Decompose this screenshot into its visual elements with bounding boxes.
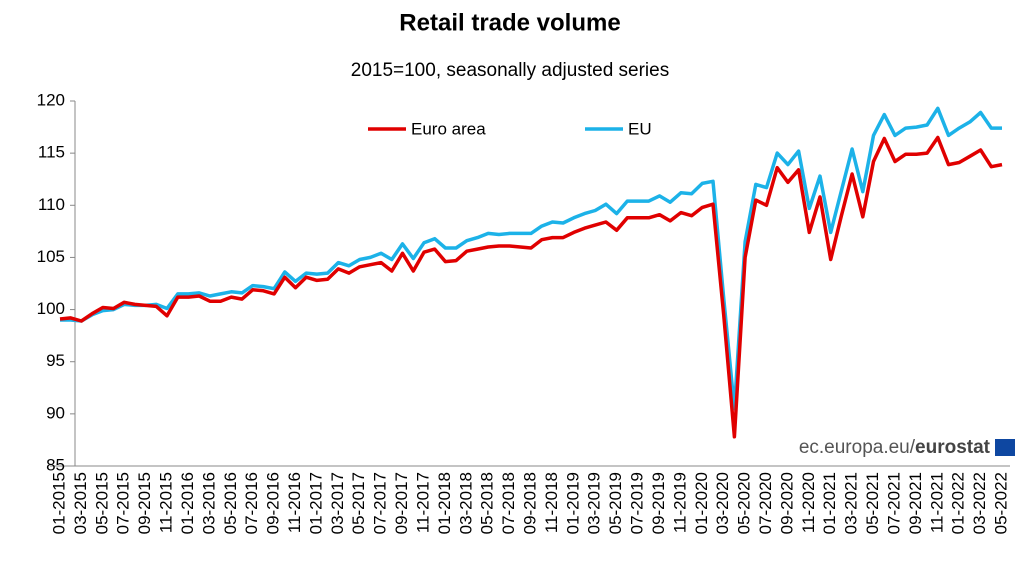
source: ec.europa.eu/ [799,437,916,458]
x-tick-label: 03-2019 [585,472,604,534]
y-tick-label: 100 [37,299,65,318]
x-tick-label: 05-2017 [349,472,368,534]
x-tick-label: 01-2018 [435,472,454,534]
x-tick-label: 07-2021 [884,472,903,534]
x-tick-label: 09-2016 [264,472,283,534]
y-tick-label: 85 [46,455,65,474]
y-tick-label: 115 [38,143,65,162]
x-tick-label: 11-2017 [413,472,432,533]
y-tick-label: 90 [46,403,65,422]
x-tick-label: 05-2018 [478,472,497,534]
x-tick-label: 07-2018 [499,472,518,534]
x-tick-label: 05-2015 [92,472,111,534]
x-tick-label: 11-2020 [799,472,818,533]
series-line [59,135,1003,439]
x-tick-label: 11-2016 [285,472,304,533]
x-tick-label: 05-2021 [863,472,882,534]
y-tick-label: 95 [46,351,65,370]
x-tick-label: 09-2020 [777,472,796,534]
x-tick-label: 03-2022 [970,472,989,534]
x-tick-label: 07-2015 [114,472,133,534]
x-tick-label: 03-2020 [713,472,732,534]
x-tick-label: 03-2021 [842,472,861,534]
x-tick-label: 11-2015 [157,472,176,533]
x-tick-label: 03-2016 [199,472,218,534]
x-tick-label: 09-2017 [392,472,411,534]
x-tick-label: 07-2016 [242,472,261,534]
series-line [60,106,1002,411]
legend-label: EU [628,119,652,138]
x-tick-label: 01-2015 [49,472,68,534]
x-tick-label: 03-2018 [456,472,475,534]
x-tick-label: 01-2022 [949,472,968,534]
x-tick-label: 05-2020 [735,472,754,534]
y-tick-label: 105 [37,247,65,266]
x-tick-label: 09-2018 [520,472,539,534]
x-tick-label: 01-2019 [563,472,582,534]
x-tick-label: 11-2021 [927,472,946,533]
x-tick-label: 01-2020 [692,472,711,534]
x-tick-label: 07-2019 [628,472,647,534]
x-tick-label: 01-2021 [820,472,839,534]
eu-flag [995,439,1015,456]
x-tick-label: 03-2015 [71,472,90,534]
x-tick-label: 09-2019 [649,472,668,534]
x-tick-label: 07-2017 [371,472,390,534]
y-tick-label: 110 [38,195,65,214]
source-brand: eurostat [915,437,991,458]
x-tick-label: 01-2016 [178,472,197,534]
chart-subtitle: 2015=100, seasonally adjusted series [351,60,669,81]
x-tick-label: 07-2020 [756,472,775,534]
x-tick-label: 09-2015 [135,472,154,534]
x-tick-label: 05-2019 [606,472,625,534]
x-tick-label: 05-2016 [221,472,240,534]
x-tick-label: 05-2022 [991,472,1010,534]
x-tick-label: 11-2019 [670,472,689,533]
x-tick-label: 01-2017 [306,472,325,534]
x-tick-label: 09-2021 [906,472,925,534]
x-tick-label: 03-2017 [328,472,347,534]
chart-title: Retail trade volume [399,9,620,36]
legend-label: Euro area [411,119,486,138]
x-tick-label: 11-2018 [542,472,561,533]
y-tick-label: 120 [37,90,65,109]
